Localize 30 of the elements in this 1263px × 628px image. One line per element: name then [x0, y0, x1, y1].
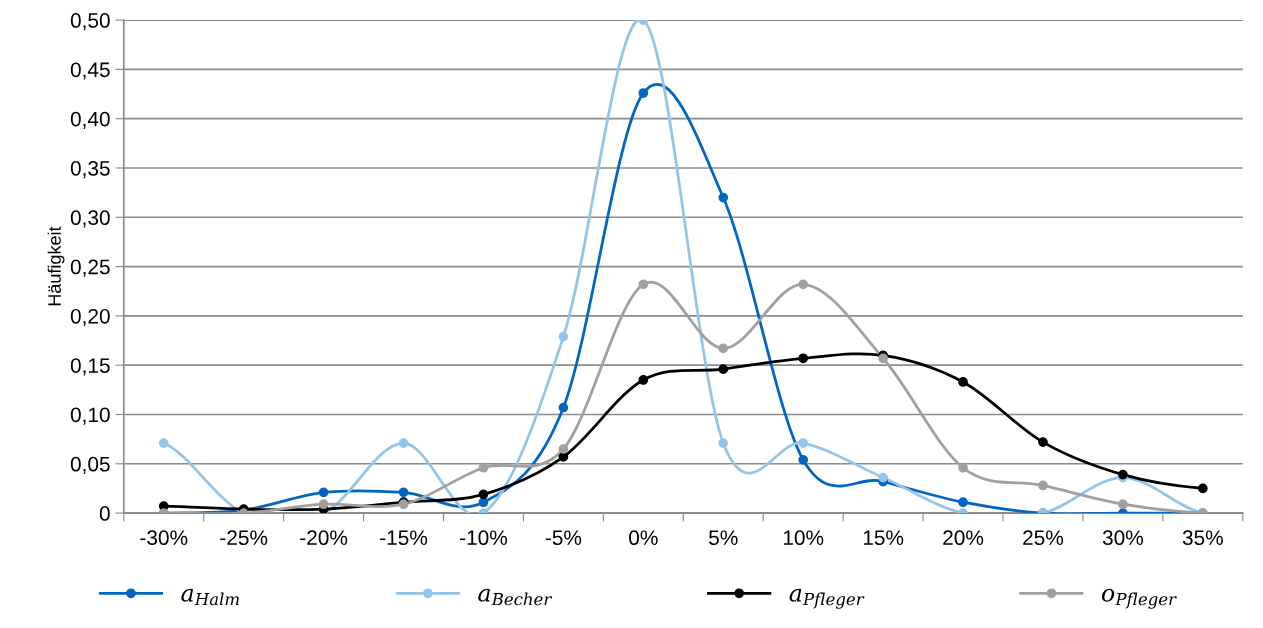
y-tick-label: 0,30	[70, 210, 110, 228]
legend-label: a$_{Pfleger}$	[789, 588, 865, 609]
x-tick-label: 20%	[943, 530, 984, 546]
x-tick-label: 0%	[629, 530, 658, 546]
x-tick-label: 15%	[863, 530, 904, 546]
x-tick-label: 35%	[1182, 530, 1223, 546]
legend-label: a$_{Becher}$	[478, 588, 553, 606]
x-tick-label: -10%	[460, 530, 508, 546]
y-tick-label: 0,10	[70, 407, 110, 425]
y-tick-label: 0,15	[70, 358, 110, 376]
x-tick-label: -25%	[220, 530, 268, 546]
y-tick-label: 0,40	[70, 111, 110, 129]
y-tick-label: 0,35	[70, 160, 110, 179]
y-tick-label: 0,05	[70, 456, 110, 474]
x-tick-label: -30%	[140, 530, 188, 546]
y-tick-label: 0,20	[70, 308, 110, 327]
x-tick-label: 10%	[783, 530, 824, 546]
x-tick-label: 30%	[1102, 530, 1144, 546]
y-tick-label: 0	[99, 506, 110, 521]
x-tick-label: 25%	[1023, 530, 1064, 546]
x-tick-label: -5%	[545, 530, 582, 546]
legend-label: o$_{Pfleger}$	[1101, 588, 1177, 609]
y-axis-title: Häufigkeit	[47, 226, 65, 306]
x-tick-label: 5%	[709, 530, 738, 546]
y-tick-label: 0,45	[70, 62, 110, 80]
y-tick-label: 0,50	[70, 13, 110, 31]
x-tick-label: -15%	[380, 530, 428, 546]
legend-label: a$_{Halm}$	[181, 588, 239, 606]
y-tick-label: 0,25	[70, 259, 110, 277]
x-tick-label: -20%	[300, 530, 348, 546]
